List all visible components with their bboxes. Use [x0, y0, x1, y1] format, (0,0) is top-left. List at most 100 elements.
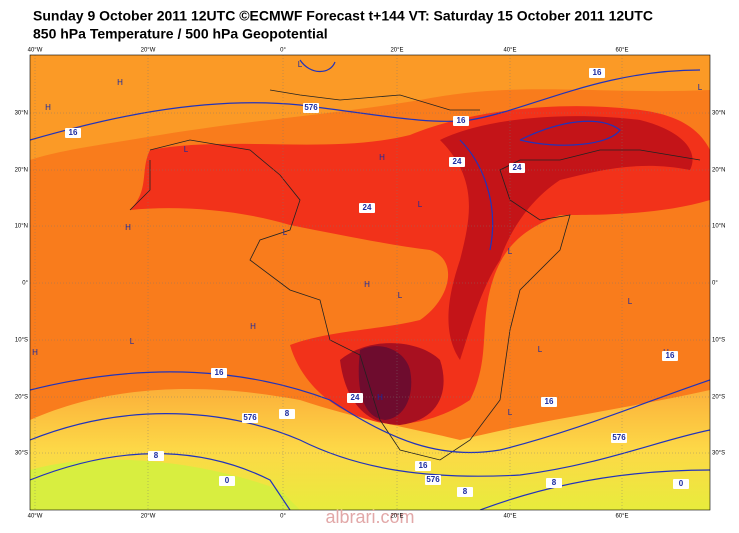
map-area	[30, 55, 710, 510]
pressure-mark: L	[508, 247, 513, 256]
contour-label-box	[611, 433, 627, 443]
pressure-mark: L	[698, 83, 703, 92]
title: Sunday 9 October 2011 12UTC ©ECMWF Forec…	[33, 8, 653, 24]
contour-label: 0	[679, 479, 684, 488]
pressure-mark: H	[250, 322, 256, 331]
contour-label: 576	[243, 413, 257, 422]
hot-core-east	[440, 116, 693, 360]
lat-label: 10°S	[712, 338, 725, 344]
contour-label-box	[662, 351, 678, 361]
contour-label: 16	[419, 461, 428, 470]
contour-label-box	[546, 478, 562, 488]
lat-label: 20°N	[712, 168, 725, 174]
pressure-mark: L	[538, 345, 543, 354]
lon-label: 40°E	[503, 514, 516, 520]
contour-label-box	[148, 451, 164, 461]
lat-label: 0°	[712, 281, 718, 287]
pressure-mark: H	[364, 280, 370, 289]
contour-label: 16	[593, 68, 602, 77]
pressure-mark: H	[117, 78, 123, 87]
lat-label-left: 20°S	[15, 395, 28, 401]
pressure-mark: L	[508, 408, 513, 417]
hottest-core	[358, 346, 412, 420]
lat-label: 30°N	[712, 111, 725, 117]
contour-label-box	[65, 128, 81, 138]
lon-label: 20°E	[390, 514, 403, 520]
lon-label-top: 20°W	[141, 48, 156, 54]
contour-label: 24	[513, 163, 522, 172]
contour-label-box	[242, 413, 258, 423]
contour-label: 16	[215, 368, 224, 377]
subtitle: 850 hPa Temperature / 500 hPa Geopotenti…	[33, 26, 328, 42]
north-band	[30, 55, 710, 160]
lon-label-top: 0°	[280, 48, 286, 54]
lon-label: 40°W	[28, 514, 43, 520]
contour-label-box	[219, 476, 235, 486]
lat-label-left: 30°S	[15, 451, 28, 457]
contour-label-box	[303, 103, 319, 113]
contour-label-box	[347, 393, 363, 403]
contour-label: 24	[363, 203, 372, 212]
lat-label-left: 10°S	[15, 338, 28, 344]
pressure-mark: L	[418, 200, 423, 209]
contour-label-box	[453, 116, 469, 126]
contour-label: 8	[552, 478, 557, 487]
contour-label: 8	[154, 451, 159, 460]
pressure-mark: H	[379, 153, 385, 162]
contour-label-box	[211, 368, 227, 378]
contour-label-box	[425, 475, 441, 485]
pressure-mark: H	[45, 103, 51, 112]
contour-label-box	[541, 397, 557, 407]
contour-label-box	[415, 461, 431, 471]
contour-label-box	[359, 203, 375, 213]
contour-label: 24	[453, 157, 462, 166]
contour-label: 24	[351, 393, 360, 402]
pressure-mark: L	[398, 291, 403, 300]
pressure-mark: H	[377, 393, 383, 402]
lon-label: 60°E	[615, 514, 628, 520]
lat-label-left: 0°	[22, 281, 28, 287]
graticule	[30, 55, 710, 510]
contour-label-box	[673, 479, 689, 489]
contour-label: 16	[545, 397, 554, 406]
contour-label: 0	[225, 476, 230, 485]
lat-label-left: 20°N	[15, 168, 28, 174]
pressure-mark: L	[130, 337, 135, 346]
pressure-mark: L	[184, 145, 189, 154]
geopotential-contours	[30, 59, 710, 510]
lon-label-top: 40°E	[503, 48, 516, 54]
contour-label: 576	[426, 475, 440, 484]
warm-band	[130, 106, 710, 424]
pressure-mark: H	[32, 348, 38, 357]
contour-label-box	[279, 409, 295, 419]
contour-label: 16	[69, 128, 78, 137]
contour-label: 8	[463, 487, 468, 496]
lon-label-top: 20°E	[390, 48, 403, 54]
contour-label: 576	[612, 433, 626, 442]
lon-label: 20°W	[141, 514, 156, 520]
lat-label-left: 30°N	[15, 111, 28, 117]
contour-label: 576	[304, 103, 318, 112]
lat-label: 10°N	[712, 224, 725, 230]
pressure-mark: H	[125, 223, 131, 232]
contour-label: 8	[285, 409, 290, 418]
contour-label-box	[457, 487, 473, 497]
lat-label: 30°S	[712, 451, 725, 457]
contour-label: 16	[457, 116, 466, 125]
lat-label-left: 10°N	[15, 224, 28, 230]
contour-label-box	[509, 163, 525, 173]
pressure-mark: L	[628, 297, 633, 306]
lat-label: 20°S	[712, 395, 725, 401]
contour-label-box	[589, 68, 605, 78]
watermark: albrari.com	[325, 507, 414, 527]
south-green	[30, 459, 300, 510]
lon-label: 0°	[280, 514, 286, 520]
contour-label-box	[449, 157, 465, 167]
lon-label-top: 40°W	[28, 48, 43, 54]
map-frame	[29, 54, 711, 511]
pressure-mark: L	[298, 60, 303, 69]
pressure-mark: L	[283, 228, 288, 237]
contour-label: 16	[666, 351, 675, 360]
lon-label-top: 60°E	[615, 48, 628, 54]
